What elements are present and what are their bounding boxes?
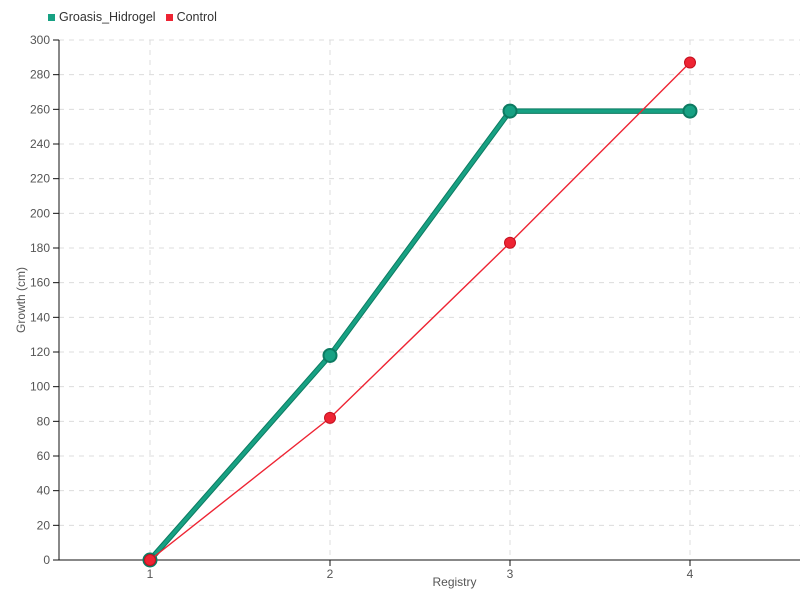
svg-text:160: 160 (30, 276, 50, 290)
svg-text:3: 3 (507, 567, 514, 581)
svg-text:100: 100 (30, 380, 50, 394)
legend: Groasis_Hidrogel Control (48, 10, 217, 24)
marker-groasis_hidrogel-x3 (502, 103, 518, 119)
marker-control-x4 (684, 56, 696, 69)
svg-text:1: 1 (147, 567, 154, 581)
tick-labels: 0 20 40 60 80 100 120 140 160 180 200 220 240 260 280 3… (30, 33, 694, 581)
legend-label-groasis-hidrogel: Groasis_Hidrogel (59, 10, 156, 24)
legend-item-groasis-hidrogel: Groasis_Hidrogel (48, 10, 156, 24)
marker-groasis_hidrogel-x4 (682, 103, 698, 119)
svg-text:40: 40 (37, 484, 51, 498)
legend-swatch-groasis-hidrogel-icon (48, 13, 55, 21)
svg-text:180: 180 (30, 241, 50, 255)
marker-groasis_hidrogel-x2 (322, 347, 338, 363)
y-axis-label: Growth (cm) (14, 267, 28, 333)
svg-text:220: 220 (30, 172, 50, 186)
svg-text:280: 280 (30, 68, 50, 82)
svg-text:140: 140 (30, 310, 50, 324)
svg-text:60: 60 (37, 449, 51, 463)
svg-text:4: 4 (687, 567, 694, 581)
svg-text:200: 200 (30, 206, 50, 220)
x-axis-label: Registry (432, 575, 476, 589)
gridlines (59, 39, 800, 560)
legend-item-control: Control (165, 10, 217, 24)
svg-text:240: 240 (30, 137, 50, 151)
legend-label-control: Control (176, 10, 217, 24)
series-groasis_hidrogel (142, 103, 698, 568)
svg-text:300: 300 (30, 33, 50, 47)
legend-swatch-control-icon (165, 13, 173, 21)
series-control (144, 56, 696, 566)
axes (58, 40, 800, 561)
svg-text:0: 0 (43, 553, 50, 567)
svg-text:80: 80 (37, 414, 51, 428)
svg-text:120: 120 (30, 345, 50, 359)
svg-text:2: 2 (327, 567, 334, 581)
svg-text:260: 260 (30, 102, 50, 116)
marker-control-x2 (324, 411, 336, 424)
marker-control-x3 (504, 236, 516, 249)
svg-text:20: 20 (37, 518, 51, 532)
marker-control-x1 (144, 554, 156, 566)
